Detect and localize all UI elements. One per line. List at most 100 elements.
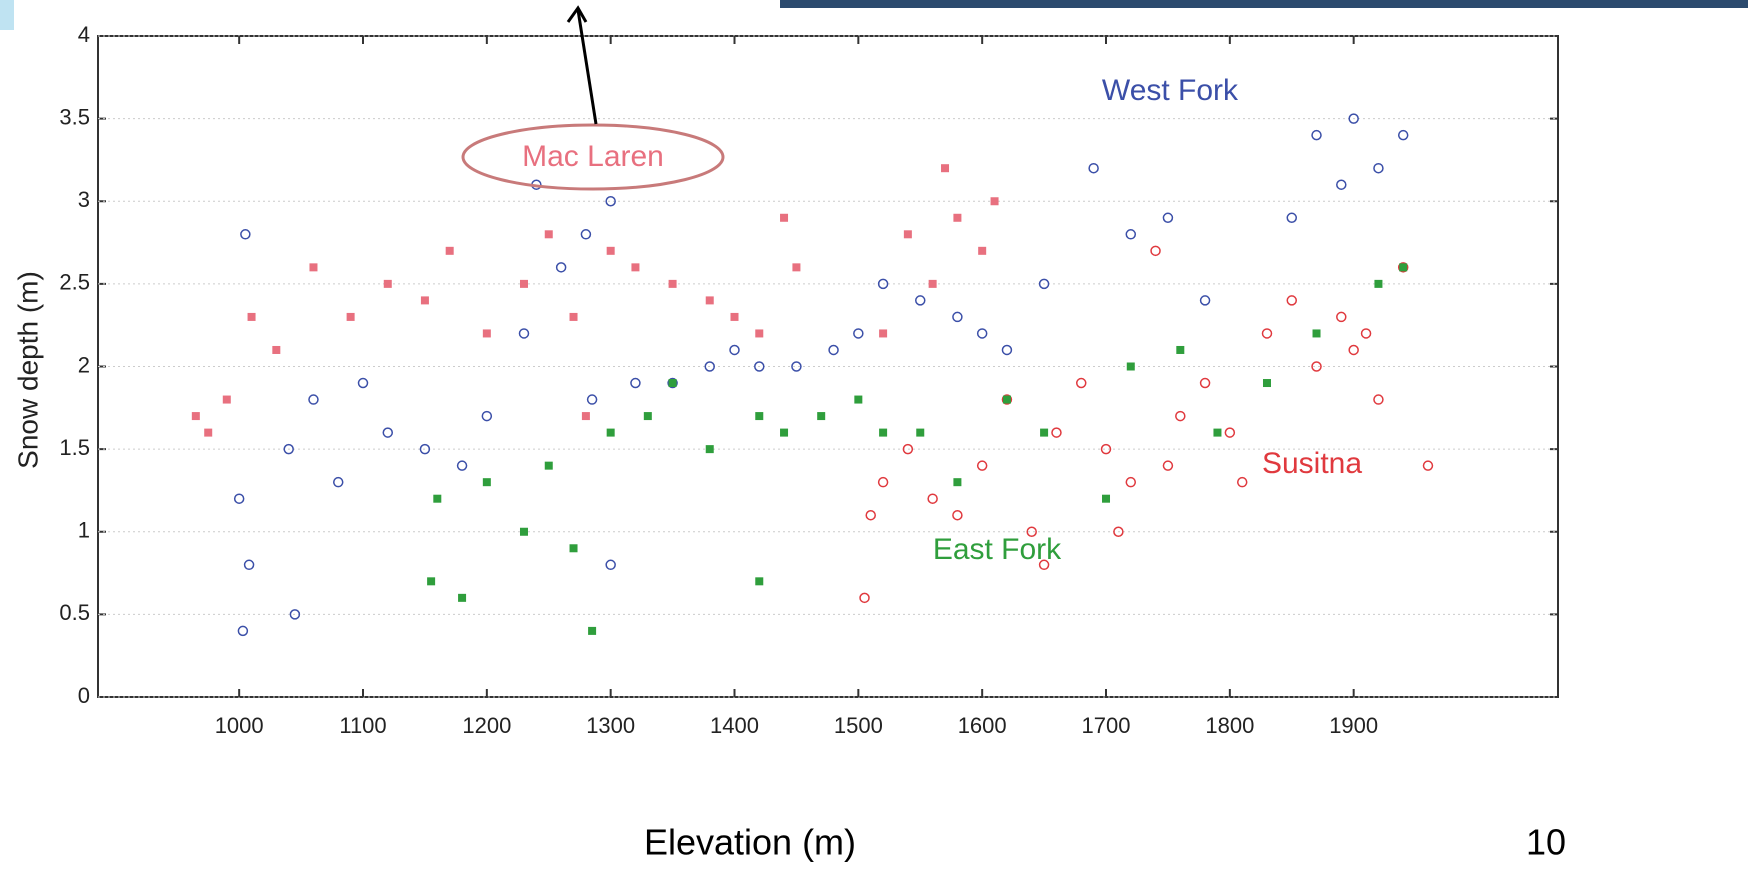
point bbox=[791, 361, 802, 372]
point bbox=[1001, 394, 1013, 405]
banner-image bbox=[780, 0, 1748, 8]
point bbox=[1261, 328, 1273, 339]
point bbox=[1102, 494, 1111, 503]
point bbox=[518, 328, 530, 339]
point bbox=[544, 461, 553, 470]
y-tick-label: 1 bbox=[78, 518, 90, 543]
callout-arrow bbox=[576, 9, 598, 125]
point bbox=[481, 410, 493, 422]
point bbox=[1199, 295, 1211, 306]
point bbox=[1088, 162, 1099, 174]
point bbox=[916, 428, 925, 437]
point bbox=[859, 592, 870, 604]
point bbox=[581, 412, 590, 421]
point bbox=[427, 577, 436, 586]
point bbox=[1374, 279, 1383, 288]
point bbox=[289, 609, 301, 620]
point bbox=[1422, 460, 1434, 471]
point bbox=[1286, 295, 1298, 306]
point bbox=[978, 246, 987, 255]
y-tick-label: 2 bbox=[78, 352, 90, 377]
point bbox=[519, 527, 528, 536]
x-axis-label: Elevation (m) bbox=[644, 822, 856, 863]
point bbox=[555, 262, 567, 273]
x-tick-label: 1000 bbox=[215, 713, 264, 738]
point bbox=[928, 279, 937, 288]
point bbox=[569, 312, 578, 321]
points bbox=[191, 113, 1434, 637]
point bbox=[204, 428, 213, 437]
point bbox=[1336, 311, 1347, 323]
point bbox=[544, 230, 553, 239]
point bbox=[1262, 379, 1271, 388]
series-label: East Fork bbox=[933, 533, 1062, 566]
point bbox=[433, 494, 442, 503]
point bbox=[519, 279, 528, 288]
point bbox=[705, 296, 714, 305]
y-tick-label: 2.5 bbox=[59, 270, 90, 295]
point bbox=[606, 246, 615, 255]
point bbox=[283, 443, 294, 455]
point bbox=[853, 328, 864, 339]
point bbox=[237, 625, 249, 637]
point bbox=[1162, 460, 1174, 471]
point bbox=[817, 412, 826, 421]
point bbox=[1348, 113, 1359, 124]
point bbox=[332, 476, 344, 488]
point bbox=[668, 279, 677, 288]
point bbox=[1348, 344, 1359, 356]
point bbox=[1038, 278, 1050, 290]
y-tick-label: 1.5 bbox=[59, 435, 90, 460]
point bbox=[902, 443, 914, 455]
x-tick-label: 1300 bbox=[586, 713, 635, 738]
point bbox=[569, 544, 578, 553]
point bbox=[976, 460, 988, 471]
point bbox=[1040, 428, 1049, 437]
point bbox=[828, 344, 839, 356]
point bbox=[976, 328, 988, 339]
x-tick-label: 1800 bbox=[1205, 713, 1254, 738]
point bbox=[729, 344, 740, 356]
point bbox=[1051, 427, 1062, 438]
point bbox=[1001, 344, 1013, 356]
point bbox=[877, 278, 889, 290]
point bbox=[1150, 245, 1161, 257]
point bbox=[272, 345, 281, 354]
series-label: Mac Laren bbox=[522, 140, 664, 173]
point bbox=[1162, 212, 1174, 224]
point bbox=[420, 296, 429, 305]
point bbox=[1125, 476, 1137, 488]
point bbox=[382, 427, 394, 438]
point bbox=[631, 263, 640, 272]
point bbox=[240, 229, 251, 240]
point bbox=[247, 312, 256, 321]
point bbox=[1224, 427, 1236, 438]
point bbox=[1175, 410, 1186, 422]
point bbox=[730, 312, 739, 321]
point bbox=[357, 377, 369, 389]
point bbox=[879, 428, 888, 437]
point bbox=[668, 379, 677, 388]
point bbox=[419, 443, 431, 455]
point bbox=[445, 246, 454, 255]
point bbox=[309, 263, 318, 272]
point bbox=[1373, 394, 1384, 405]
point bbox=[952, 311, 963, 323]
point bbox=[755, 412, 764, 421]
point bbox=[1002, 395, 1011, 404]
point bbox=[1125, 229, 1137, 240]
point bbox=[877, 476, 889, 488]
point bbox=[605, 559, 616, 571]
point bbox=[879, 329, 888, 338]
point bbox=[233, 493, 245, 504]
point bbox=[780, 213, 789, 222]
point bbox=[458, 593, 467, 602]
point bbox=[191, 412, 200, 421]
point bbox=[580, 229, 592, 240]
point bbox=[588, 626, 597, 635]
point bbox=[1312, 329, 1321, 338]
y-tick-label: 3.5 bbox=[59, 104, 90, 129]
point bbox=[780, 428, 789, 437]
x-tick-label: 1400 bbox=[710, 713, 759, 738]
